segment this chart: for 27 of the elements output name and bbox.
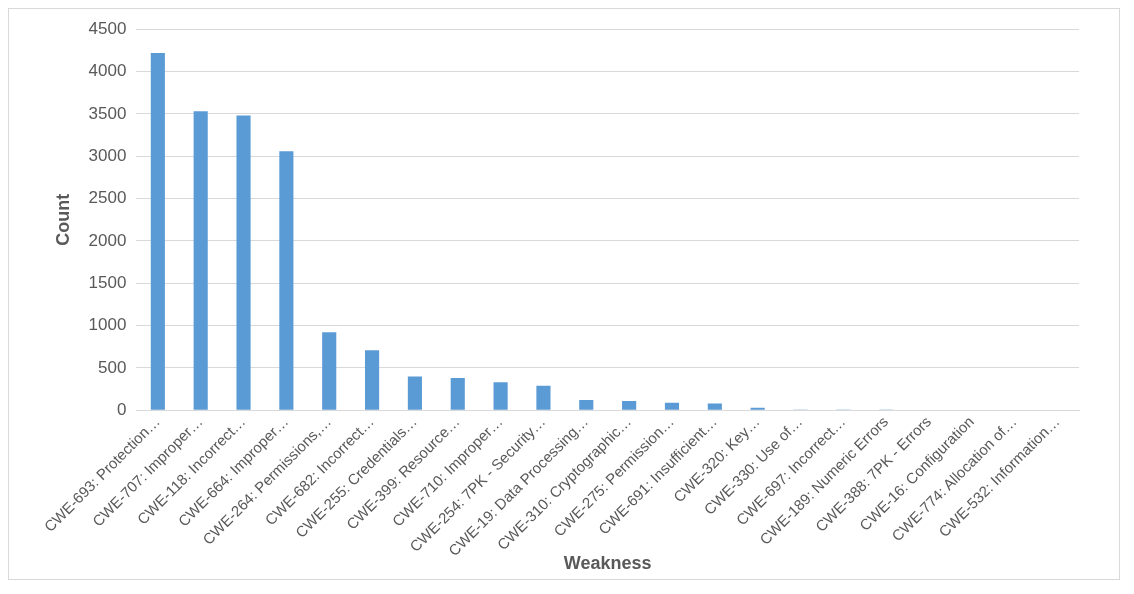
bar xyxy=(407,376,422,410)
y-tick-label: 0 xyxy=(116,399,127,419)
y-axis-title: Count xyxy=(52,193,73,246)
y-tick-label: 2000 xyxy=(88,230,127,250)
bar xyxy=(707,403,722,410)
bar xyxy=(150,52,165,410)
bar xyxy=(364,350,380,410)
bar xyxy=(664,402,680,410)
bar xyxy=(493,382,508,410)
y-tick-label: 500 xyxy=(98,357,127,377)
bar xyxy=(450,378,465,410)
y-tick-label: 1000 xyxy=(88,315,127,335)
y-tick-label: 3000 xyxy=(88,145,127,165)
y-tick-label: 2500 xyxy=(88,188,127,208)
bar xyxy=(622,400,637,410)
bar xyxy=(536,385,551,410)
bar xyxy=(579,400,594,410)
bar xyxy=(236,115,251,410)
bar xyxy=(750,407,765,410)
bar xyxy=(322,332,337,410)
bar xyxy=(279,151,294,410)
bar xyxy=(193,111,208,410)
y-tick-label: 1500 xyxy=(88,272,127,292)
y-tick-label: 4000 xyxy=(88,61,127,81)
y-tick-label: 3500 xyxy=(88,103,127,123)
x-axis-title: Weakness xyxy=(563,553,652,574)
y-tick-label: 4500 xyxy=(88,18,127,38)
